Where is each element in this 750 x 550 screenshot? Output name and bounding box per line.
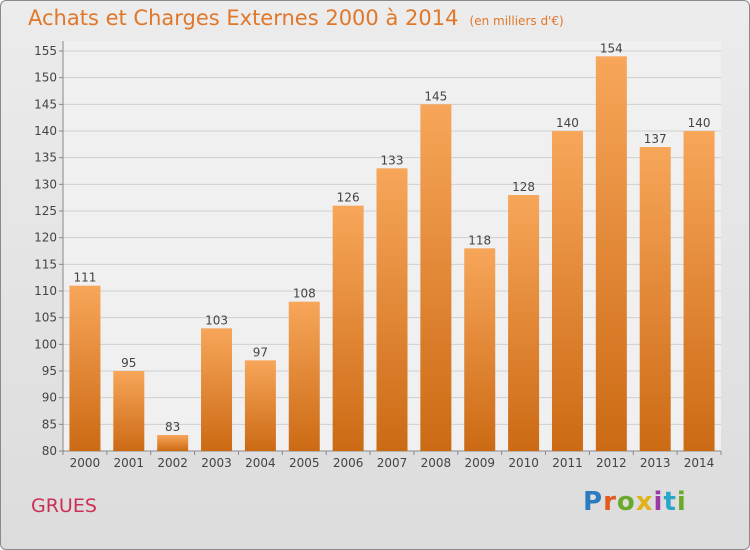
x-tick-label: 2009: [464, 456, 495, 470]
data-label: 154: [600, 41, 623, 55]
x-tick-label: 2001: [114, 456, 145, 470]
x-tick-label: 2008: [421, 456, 452, 470]
bar-2003: [201, 328, 233, 451]
bar-2009: [464, 248, 496, 451]
bar-2014: [683, 131, 715, 451]
bar-2012: [595, 56, 627, 451]
y-tick-label: 80: [42, 444, 57, 458]
x-tick-label: 2004: [245, 456, 276, 470]
data-label: 83: [165, 420, 180, 434]
bar-2000: [69, 285, 101, 451]
data-label: 126: [337, 191, 360, 205]
x-tick-label: 2013: [640, 456, 671, 470]
x-tick-label: 2007: [377, 456, 408, 470]
x-tick-label: 2003: [201, 456, 232, 470]
y-tick-label: 145: [34, 97, 57, 111]
x-tick-label: 2006: [333, 456, 364, 470]
y-tick-label: 155: [34, 44, 57, 58]
x-tick-label: 2014: [684, 456, 715, 470]
data-label: 140: [688, 116, 711, 130]
bar-2002: [157, 435, 189, 451]
y-tick-label: 85: [42, 417, 57, 431]
y-tick-label: 150: [34, 71, 57, 85]
y-tick-label: 140: [34, 124, 57, 138]
data-label: 145: [424, 89, 447, 103]
chart-title: Achats et Charges Externes 2000 à 2014: [28, 6, 459, 30]
bar-2006: [332, 205, 364, 451]
data-label: 118: [468, 233, 491, 247]
bar-2010: [508, 195, 540, 451]
y-tick-label: 135: [34, 151, 57, 165]
data-label: 103: [205, 313, 228, 327]
y-tick-label: 90: [42, 391, 57, 405]
commune-name: GRUES: [31, 495, 97, 517]
x-tick-label: 2010: [508, 456, 539, 470]
y-tick-label: 125: [34, 204, 57, 218]
x-tick-label: 2000: [70, 456, 101, 470]
data-label: 95: [121, 356, 136, 370]
x-tick-label: 2012: [596, 456, 627, 470]
bar-2007: [376, 168, 408, 452]
y-tick-label: 105: [34, 311, 57, 325]
data-label: 111: [73, 271, 96, 285]
bar-2001: [113, 371, 145, 451]
bar-2005: [288, 301, 320, 451]
y-tick-label: 110: [34, 284, 57, 298]
data-label: 133: [381, 153, 404, 167]
bar-2008: [420, 104, 452, 451]
chart-unit: (en milliers d'€): [469, 14, 564, 28]
data-label: 97: [253, 345, 268, 359]
bar-2004: [244, 360, 276, 451]
y-tick-label: 100: [34, 337, 57, 351]
data-label: 128: [512, 180, 535, 194]
y-tick-label: 115: [34, 257, 57, 271]
proxiti-logo: Proxiti: [583, 487, 687, 517]
data-label: 108: [293, 287, 316, 301]
x-tick-label: 2011: [552, 456, 583, 470]
data-label: 137: [644, 132, 667, 146]
y-tick-label: 130: [34, 177, 57, 191]
bar-2013: [639, 147, 671, 451]
y-tick-label: 95: [42, 364, 57, 378]
y-tick-label: 120: [34, 231, 57, 245]
bar-2011: [551, 131, 583, 451]
x-tick-label: 2002: [157, 456, 188, 470]
data-label: 140: [556, 116, 579, 130]
chart-title-block: Achats et Charges Externes 2000 à 2014 (…: [28, 6, 564, 30]
x-tick-label: 2005: [289, 456, 320, 470]
